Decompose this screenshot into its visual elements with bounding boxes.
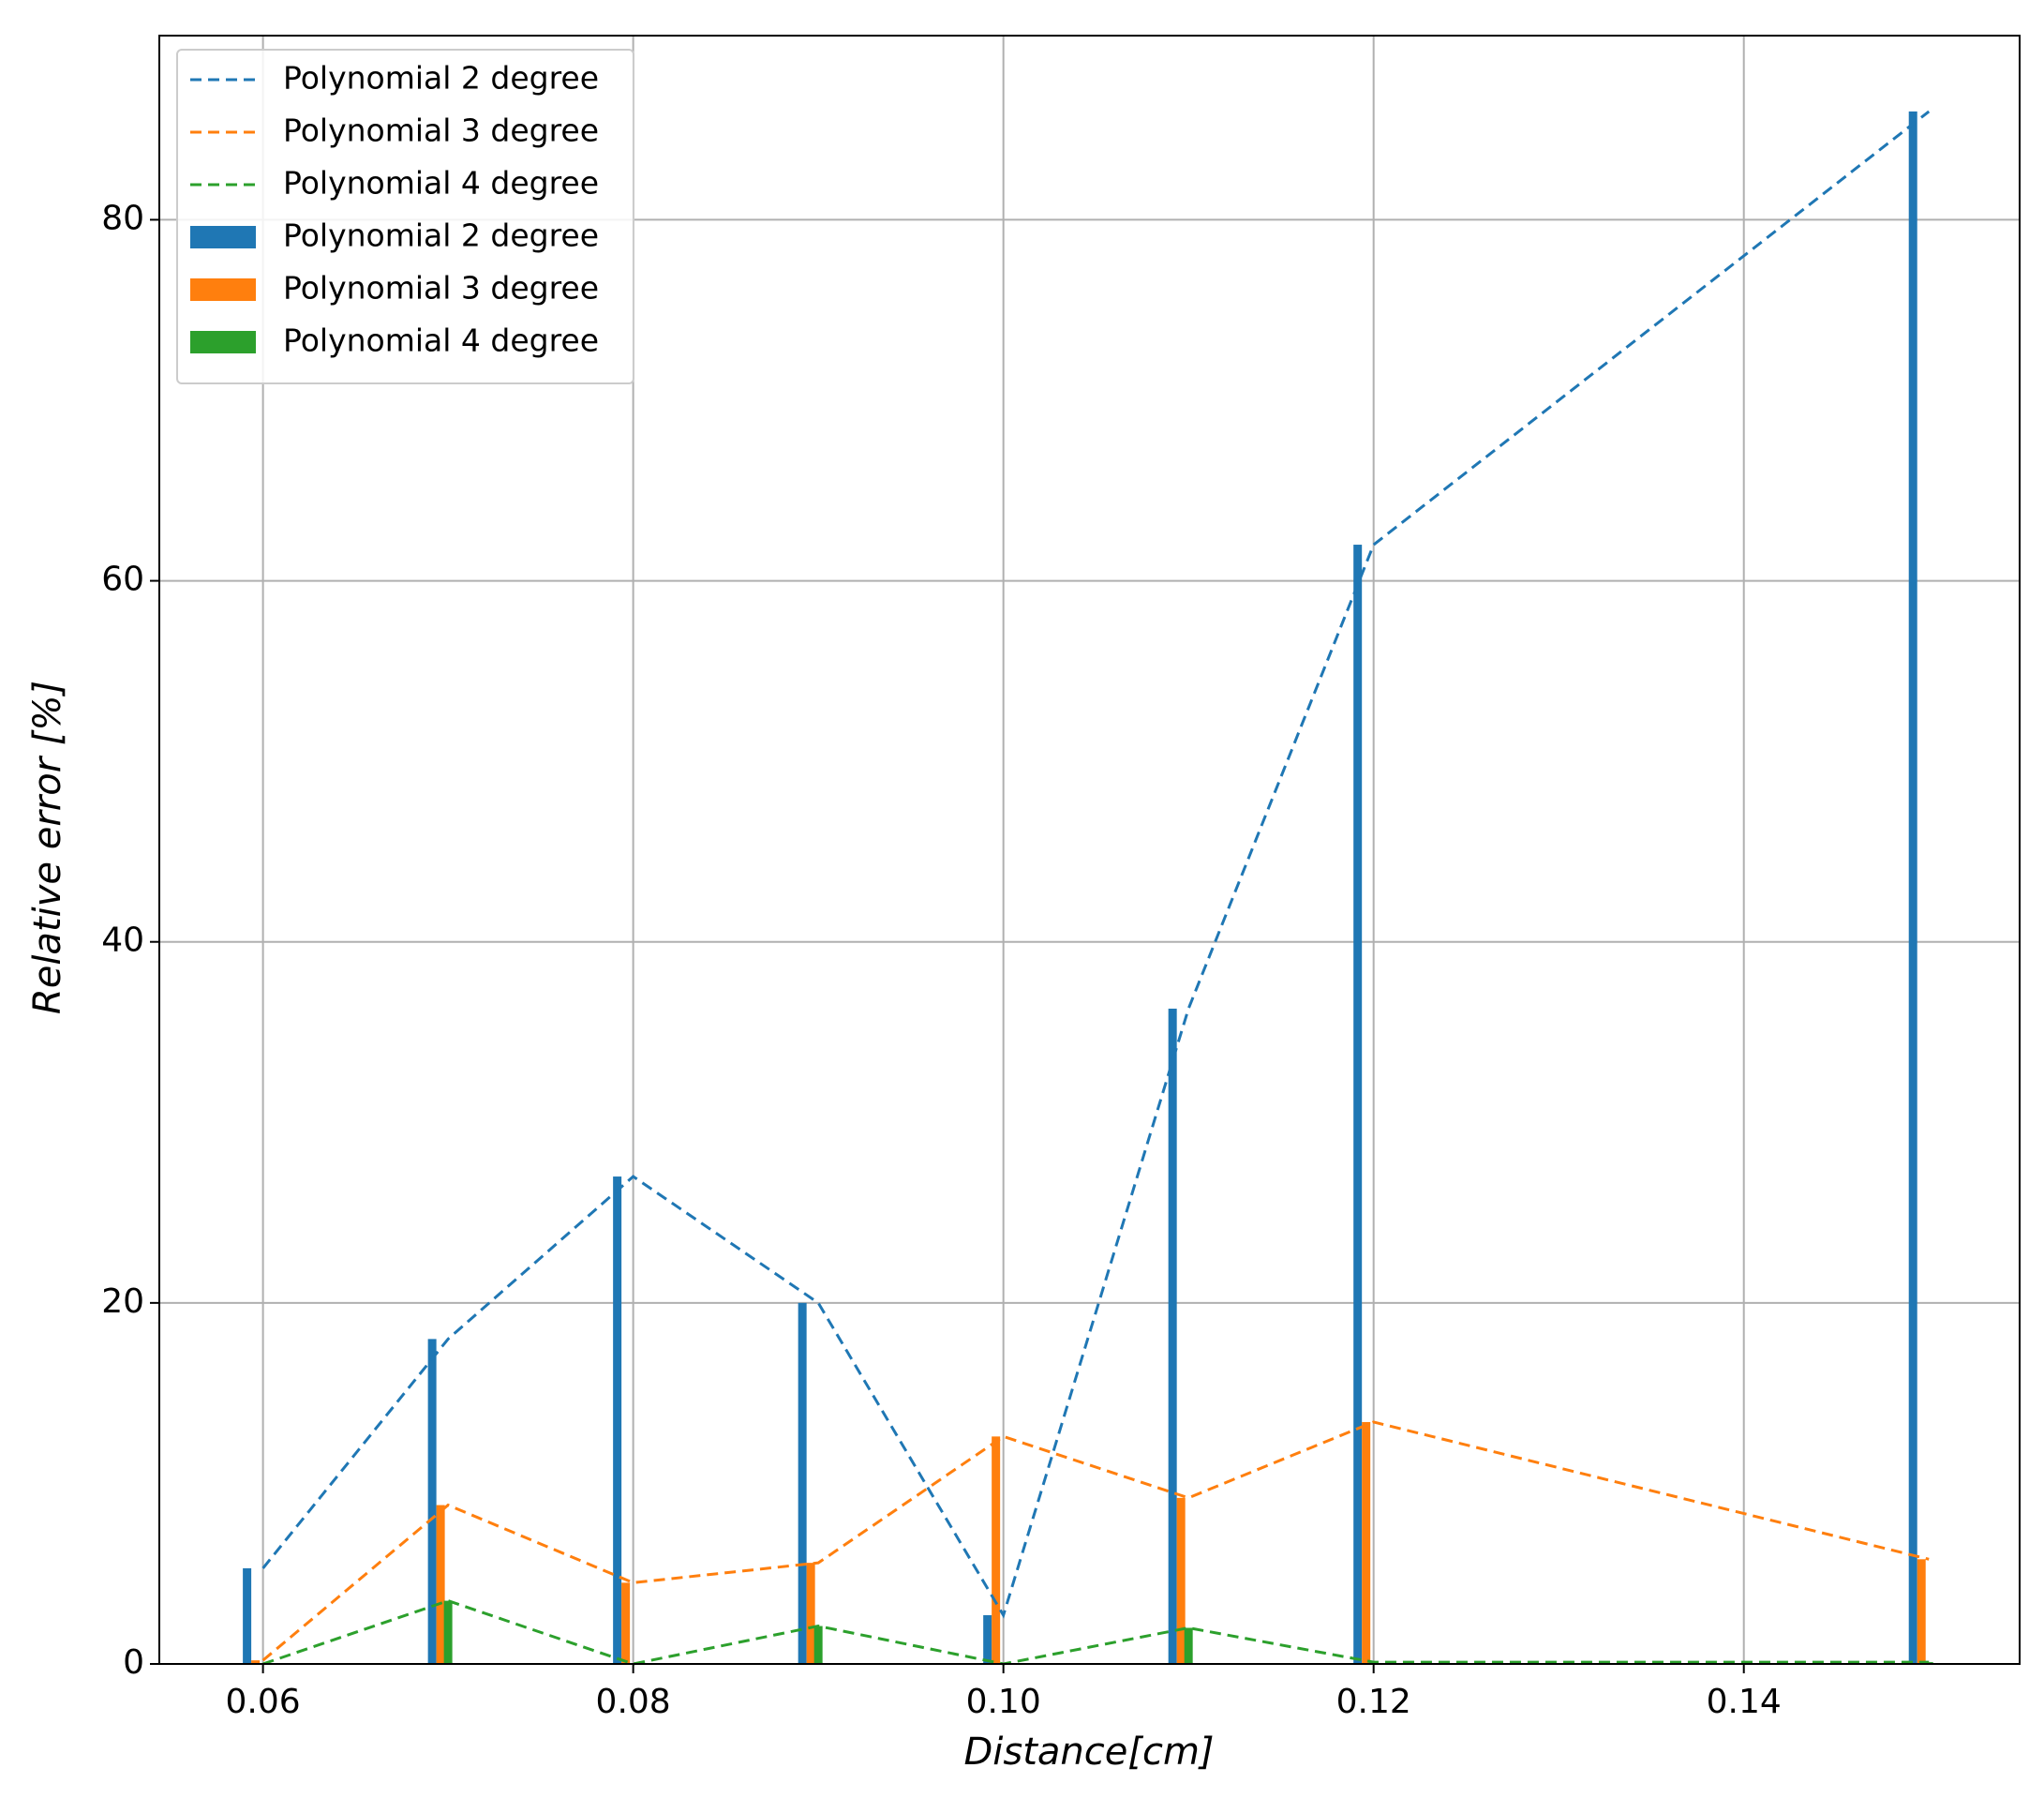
bar [436, 1505, 445, 1664]
bar [1184, 1627, 1193, 1664]
bar [443, 1600, 453, 1664]
x-tick-label: 0.14 [1707, 1683, 1782, 1721]
legend-label: Polynomial 4 degree [283, 165, 599, 202]
y-tick-label: 0 [123, 1643, 144, 1682]
bar [806, 1563, 815, 1664]
bar [1362, 1421, 1371, 1664]
bar [243, 1567, 252, 1664]
x-tick-label: 0.06 [226, 1683, 301, 1721]
axes-frame [158, 35, 2021, 1665]
legend-label: Polynomial 2 degree [283, 217, 599, 254]
legend-handle [190, 278, 256, 301]
bar [1353, 545, 1363, 1664]
x-axis-label: Distance[cm] [963, 1731, 1214, 1774]
plot-area [243, 110, 1933, 1666]
bar [251, 1660, 261, 1664]
bar [1168, 1008, 1177, 1664]
x-tick-label: 0.08 [596, 1683, 671, 1721]
bar [983, 1615, 992, 1664]
line [261, 110, 1931, 1619]
bar [427, 1339, 437, 1664]
legend-label: Polynomial 3 degree [283, 270, 599, 307]
y-tick-label: 80 [101, 199, 144, 237]
y-tick-label: 40 [101, 921, 144, 960]
legend-handle [190, 226, 256, 248]
bar [621, 1582, 631, 1664]
y-axis-label: Relative error [%] [26, 681, 69, 1014]
bar [798, 1302, 807, 1664]
bar [1917, 1559, 1926, 1664]
legend-label: Polynomial 2 degree [283, 60, 599, 97]
bar [813, 1626, 823, 1664]
legend: Polynomial 2 degree Polynomial 3 degree Po… [176, 49, 634, 384]
line [262, 1599, 1930, 1666]
bar [613, 1176, 622, 1664]
bar [1908, 111, 1917, 1665]
bar [1176, 1497, 1186, 1664]
x-tick-label: 0.12 [1336, 1683, 1411, 1721]
y-tick-label: 60 [101, 561, 144, 599]
bar [992, 1436, 1001, 1664]
y-tick-label: 20 [101, 1282, 144, 1321]
legend-label: Polynomial 4 degree [283, 322, 599, 359]
line [261, 1420, 1930, 1662]
legend-handle [190, 331, 256, 353]
legend-label: Polynomial 3 degree [283, 112, 599, 149]
x-tick-label: 0.10 [966, 1683, 1041, 1721]
legend-box [176, 49, 634, 384]
